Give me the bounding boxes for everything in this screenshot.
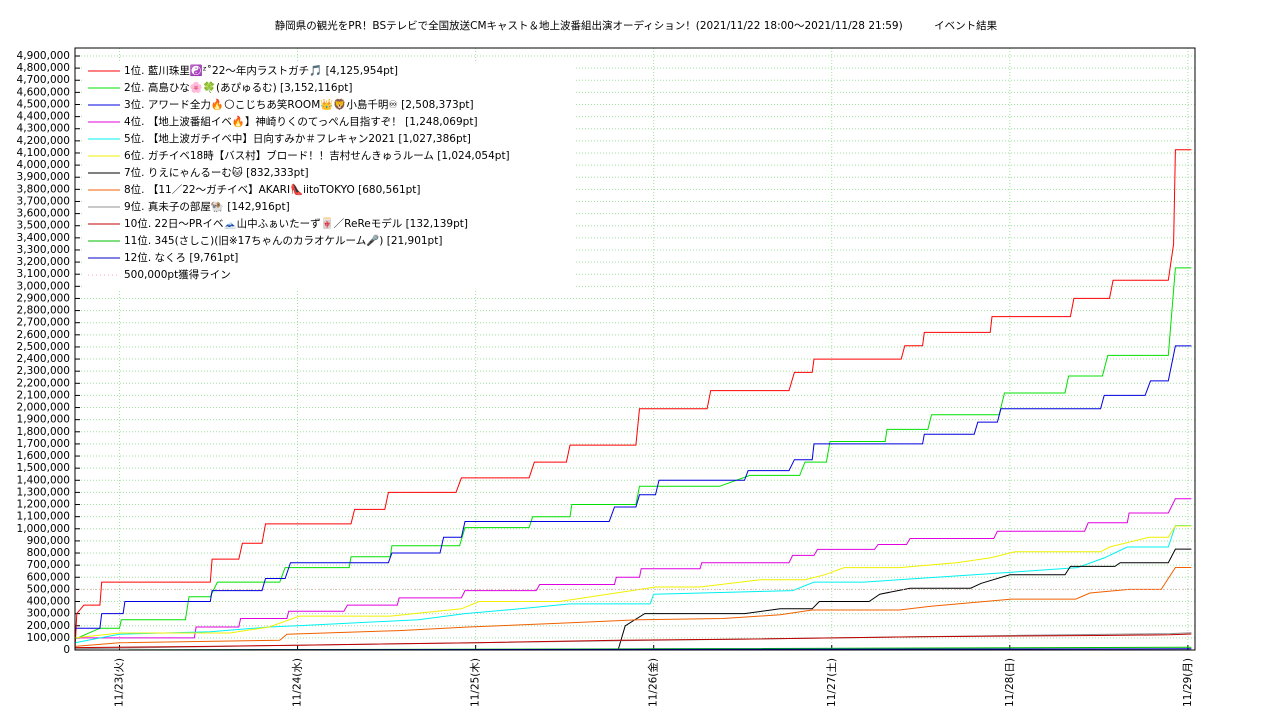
series-line bbox=[74, 267, 1192, 640]
y-tick-label: 1,900,000 bbox=[17, 414, 70, 426]
y-tick-label: 3,700,000 bbox=[17, 195, 70, 207]
y-tick-label: 3,800,000 bbox=[17, 183, 70, 195]
y-tick-label: 1,600,000 bbox=[17, 450, 70, 462]
y-tick-label: 3,400,000 bbox=[17, 232, 70, 244]
y-tick-label: 1,800,000 bbox=[17, 426, 70, 438]
x-tick-label: 11/26(金) bbox=[647, 658, 660, 707]
legend-label: 9位. 真未子の部屋🐏 [142,916pt] bbox=[124, 200, 290, 213]
y-tick-label: 2,500,000 bbox=[17, 341, 70, 353]
legend-label: 10位. 22日〜PRイベ🗻山中ふぁいたーず🀄／ReReモデル [132,139… bbox=[124, 217, 468, 230]
legend-label: 12位. なくろ [9,761pt] bbox=[124, 251, 238, 264]
y-tick-label: 2,600,000 bbox=[17, 329, 70, 341]
legend-label: 500,000pt獲得ライン bbox=[124, 268, 231, 281]
y-tick-label: 2,100,000 bbox=[17, 389, 70, 401]
y-tick-label: 4,400,000 bbox=[17, 111, 70, 123]
series-line bbox=[74, 149, 1192, 651]
legend-box bbox=[82, 61, 574, 291]
y-tick-label: 3,600,000 bbox=[17, 208, 70, 220]
y-tick-label: 3,300,000 bbox=[17, 244, 70, 256]
y-tick-label: 3,900,000 bbox=[17, 171, 70, 183]
y-tick-label: 4,000,000 bbox=[17, 159, 70, 171]
legend-label: 5位. 【地上波ガチイベ中】日向すみか＃フレキャン2021 [1,027,386… bbox=[124, 132, 471, 145]
series-line bbox=[74, 567, 1192, 647]
y-tick-label: 100,000 bbox=[27, 632, 70, 644]
y-tick-label: 1,400,000 bbox=[17, 474, 70, 486]
y-tick-label: 1,300,000 bbox=[17, 486, 70, 498]
x-tick-label: 11/23(火) bbox=[114, 658, 126, 707]
y-tick-label: 1,000,000 bbox=[17, 523, 70, 535]
legend-label: 4位. 【地上波番組イベ🔥】神崎りくのてっぺん目指すぞ！ [1,248,069p… bbox=[124, 115, 478, 128]
y-tick-label: 1,500,000 bbox=[17, 462, 70, 474]
y-tick-label: 4,300,000 bbox=[17, 123, 70, 135]
y-tick-label: 500,000 bbox=[27, 583, 70, 595]
y-tick-label: 1,700,000 bbox=[17, 438, 70, 450]
legend-label: 7位. りえにゃんるーむ🐱 [832,333pt] bbox=[124, 166, 309, 179]
y-tick-label: 800,000 bbox=[27, 547, 70, 559]
series-line bbox=[74, 525, 1192, 644]
legend-label: 8位. 【11／22〜ガチイベ】AKARI👠iitoTOKYO [680,561… bbox=[124, 183, 421, 196]
legend-label: 3位. アワード全力🔥🌕こじちあ笑ROOM👑🦁小島千明♾ [2,508,373p… bbox=[124, 98, 474, 111]
y-tick-label: 3,100,000 bbox=[17, 268, 70, 280]
y-tick-label: 4,700,000 bbox=[17, 74, 70, 86]
y-tick-label: 900,000 bbox=[27, 535, 70, 547]
y-tick-label: 4,600,000 bbox=[17, 86, 70, 98]
y-tick-label: 2,800,000 bbox=[17, 305, 70, 317]
y-tick-label: 2,700,000 bbox=[17, 317, 70, 329]
y-tick-label: 2,300,000 bbox=[17, 365, 70, 377]
y-tick-label: 3,000,000 bbox=[17, 280, 70, 292]
series-line bbox=[75, 548, 1192, 651]
y-tick-label: 4,500,000 bbox=[17, 98, 70, 110]
y-tick-label: 4,100,000 bbox=[17, 147, 70, 159]
legend: 1位. 藍川珠里☯️ᶻ˚22〜年内ラストガチ🎵 [4,125,954pt] 2位.… bbox=[82, 61, 574, 291]
chart-title: 静岡県の観光をPR！BSテレビで全国放送CMキャスト＆地上波番組出演オーディショ… bbox=[275, 19, 998, 32]
y-tick-label: 0 bbox=[63, 644, 70, 656]
y-tick-label: 2,200,000 bbox=[17, 377, 70, 389]
plot-frame bbox=[74, 47, 1196, 651]
x-tick-label: 11/27(土) bbox=[825, 658, 838, 707]
y-tick-label: 2,400,000 bbox=[17, 353, 70, 365]
x-tick-label: 11/25(木) bbox=[470, 658, 482, 707]
series-line bbox=[75, 498, 1192, 639]
y-tick-label: 1,100,000 bbox=[17, 511, 70, 523]
series-line bbox=[75, 345, 1192, 629]
series-line bbox=[74, 633, 1192, 649]
legend-label: 11位. 345(さしこ)(旧※17ちゃんのカラオケルーム🎤) [21,901p… bbox=[124, 234, 442, 247]
y-tick-label: 2,900,000 bbox=[17, 292, 70, 304]
y-tick-label: 600,000 bbox=[27, 571, 70, 583]
series-line bbox=[74, 525, 1192, 639]
y-tick-label: 4,200,000 bbox=[17, 135, 70, 147]
y-tick-label: 2,000,000 bbox=[17, 402, 70, 414]
y-tick-label: 300,000 bbox=[27, 608, 70, 620]
x-tick-label: 11/28(日) bbox=[1004, 658, 1016, 707]
legend-label: 6位. ガチイベ18時【バス村】ブロード！！吉村せんきゅうルーム [1,024,… bbox=[124, 149, 510, 162]
y-tick-label: 4,900,000 bbox=[17, 50, 70, 62]
y-tick-label: 700,000 bbox=[27, 559, 70, 571]
y-tick-label: 400,000 bbox=[27, 596, 70, 608]
y-tick-label: 1,200,000 bbox=[17, 499, 70, 511]
y-tick-label: 3,500,000 bbox=[17, 220, 70, 232]
y-tick-label: 200,000 bbox=[27, 620, 70, 632]
x-tick-label: 11/29(月) bbox=[1182, 658, 1194, 707]
legend-label: 2位. 高島ひな🌸🍀(あぴゅるむ) [3,152,116pt] bbox=[124, 81, 352, 94]
y-tick-label: 4,800,000 bbox=[17, 62, 70, 74]
x-tick-label: 11/24(水) bbox=[292, 658, 304, 707]
y-tick-label: 3,200,000 bbox=[17, 256, 70, 268]
legend-label: 1位. 藍川珠里☯️ᶻ˚22〜年内ラストガチ🎵 [4,125,954pt] bbox=[124, 64, 398, 77]
